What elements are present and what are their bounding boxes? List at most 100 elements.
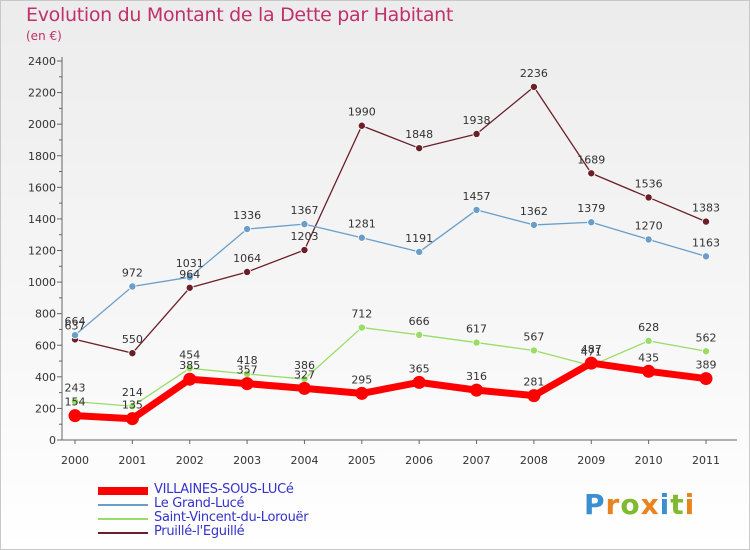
legend-label: Saint-Vincent-du-Lorouër <box>154 510 309 525</box>
series-line-0 <box>71 359 710 423</box>
data-label: 357 <box>237 364 258 377</box>
data-label: 972 <box>122 267 143 280</box>
data-point <box>125 412 139 426</box>
series-line-3 <box>74 86 707 354</box>
data-label: 666 <box>409 315 430 328</box>
data-label: 1362 <box>520 205 548 218</box>
data-label: 471 <box>581 346 602 359</box>
y-tick-label: 0 <box>49 434 56 447</box>
y-tick-label: 1200 <box>28 245 56 258</box>
data-label: 454 <box>179 348 200 361</box>
logo-letter: i <box>659 488 671 521</box>
data-label: 135 <box>122 399 143 412</box>
data-point <box>699 372 713 386</box>
legend-swatch <box>98 504 148 506</box>
data-point <box>128 402 137 411</box>
logo-letter: o <box>620 488 641 521</box>
data-label: 295 <box>351 373 372 386</box>
data-point <box>644 235 653 244</box>
data-label: 1848 <box>405 128 433 141</box>
data-point <box>185 273 194 282</box>
data-point <box>470 383 484 397</box>
y-tick-label: 1600 <box>28 181 56 194</box>
data-label: 385 <box>179 359 200 372</box>
data-label: 567 <box>523 330 544 343</box>
data-point <box>185 283 194 292</box>
data-point <box>71 397 80 406</box>
proxiti-logo: Proxiti <box>584 488 695 521</box>
data-label: 964 <box>179 268 200 281</box>
data-label: 316 <box>466 370 487 383</box>
data-point <box>297 381 311 395</box>
data-point <box>243 225 252 234</box>
data-label: 550 <box>122 333 143 346</box>
x-tick-label: 2008 <box>520 454 548 467</box>
data-point <box>584 356 598 370</box>
data-label: 418 <box>237 354 258 367</box>
data-point <box>529 346 538 355</box>
data-label: 712 <box>351 308 372 321</box>
data-point <box>702 252 711 261</box>
y-tick-label: 200 <box>35 402 56 415</box>
data-label: 1379 <box>577 202 605 215</box>
data-point <box>642 364 656 378</box>
data-label: 435 <box>638 351 659 364</box>
logo-letter: P <box>584 488 606 521</box>
x-tick-label: 2006 <box>405 454 433 467</box>
data-point <box>529 82 538 91</box>
data-point <box>529 220 538 229</box>
data-label: 1990 <box>348 106 376 119</box>
data-point <box>357 233 366 242</box>
x-tick-label: 2002 <box>176 454 204 467</box>
data-point <box>415 247 424 256</box>
x-tick-label: 2003 <box>233 454 261 467</box>
data-label: 386 <box>294 359 315 372</box>
series-line-1 <box>74 209 707 336</box>
data-point <box>527 389 541 403</box>
x-tick-label: 2007 <box>463 454 491 467</box>
data-point <box>71 331 80 340</box>
data-point <box>68 409 82 423</box>
legend-swatch <box>98 532 148 534</box>
data-label: 1281 <box>348 218 376 231</box>
data-point <box>240 377 254 391</box>
x-tick-label: 2009 <box>577 454 605 467</box>
y-tick-label: 2000 <box>28 118 56 131</box>
data-point <box>128 282 137 291</box>
data-label: 243 <box>65 382 86 395</box>
y-tick-label: 800 <box>35 308 56 321</box>
logo-letter: r <box>605 488 621 521</box>
data-point <box>587 169 596 178</box>
data-point <box>183 372 197 386</box>
data-labels: 154 135 385 357 327 295 365 316 281 487 435 389 664 9… <box>65 67 721 412</box>
data-point <box>185 364 194 373</box>
x-tick-label: 2000 <box>61 454 89 467</box>
logo-letter: x <box>640 488 660 521</box>
data-point <box>357 323 366 332</box>
data-point <box>644 193 653 202</box>
x-tick-label: 2004 <box>290 454 318 467</box>
legend-swatch <box>98 518 148 520</box>
y-tick-label: 2400 <box>28 55 56 68</box>
data-point <box>243 267 252 276</box>
y-tick-label: 1800 <box>28 150 56 163</box>
data-label: 1689 <box>577 153 605 166</box>
legend-label: Pruillé-l'Eguillé <box>154 524 245 539</box>
chart-axes: 0 200 400 600 800 1000 1200 1400 1600 1800 2000 220… <box>28 55 737 467</box>
x-tick-label: 2010 <box>635 454 663 467</box>
data-label: 1383 <box>692 202 720 215</box>
data-label: 2236 <box>520 67 548 80</box>
data-label: 664 <box>65 315 86 328</box>
data-label: 562 <box>696 331 717 344</box>
data-label: 1191 <box>405 232 433 245</box>
data-label: 1031 <box>176 257 204 270</box>
data-point <box>415 330 424 339</box>
data-label: 617 <box>466 323 487 336</box>
y-tick-label: 1400 <box>28 213 56 226</box>
logo-letter: t <box>670 488 685 521</box>
data-label: 1367 <box>290 204 318 217</box>
y-tick-label: 400 <box>35 371 56 384</box>
data-point <box>702 347 711 356</box>
data-label: 487 <box>581 343 602 356</box>
